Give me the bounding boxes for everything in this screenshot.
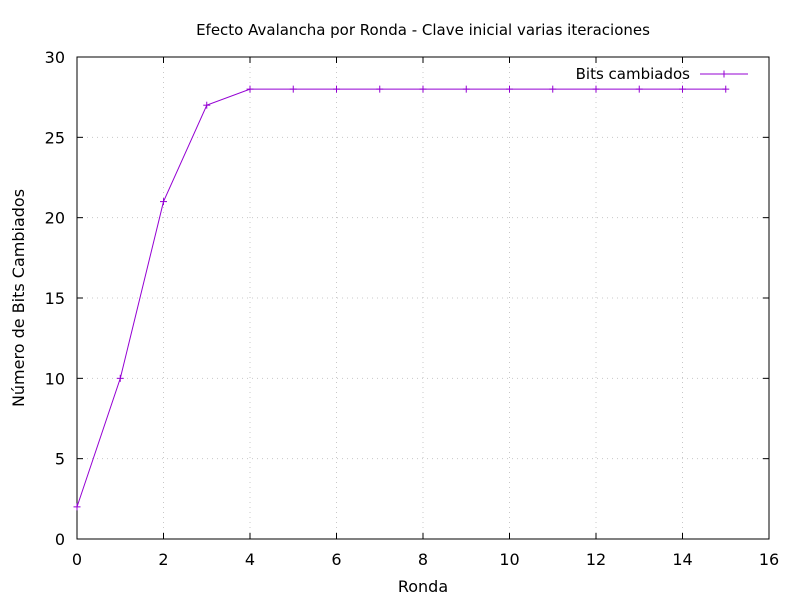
data-point (722, 85, 730, 93)
data-point (333, 85, 340, 93)
data-point (506, 85, 513, 93)
data-point (160, 198, 167, 206)
y-tick-label: 15 (45, 289, 65, 308)
data-point (679, 85, 686, 93)
x-tick-label: 12 (586, 550, 606, 569)
series-line (76, 88, 726, 508)
y-tick-label: 5 (55, 450, 65, 469)
axis-ticks (76, 56, 770, 540)
x-axis-label: Ronda (398, 577, 448, 596)
data-point (116, 374, 124, 382)
x-tick-label: 6 (331, 550, 341, 569)
y-axis-label: Número de Bits Cambiados (9, 189, 28, 407)
legend-marker (720, 70, 728, 78)
grid (77, 57, 769, 539)
x-tick-label: 2 (158, 550, 168, 569)
data-point (246, 85, 254, 93)
y-tick-label: 20 (45, 209, 65, 228)
x-tick-label: 16 (759, 550, 779, 569)
data-point (592, 85, 600, 93)
data-point (73, 503, 81, 511)
chart-title: Efecto Avalancha por Ronda - Clave inici… (196, 21, 650, 39)
data-point (376, 85, 384, 93)
series-layer (73, 85, 730, 511)
data-point (203, 101, 211, 109)
legend-label: Bits cambiados (576, 65, 691, 83)
data-point (289, 85, 297, 93)
x-tick-label: 0 (72, 550, 82, 569)
y-tick-label: 10 (45, 369, 65, 388)
y-tick-label: 30 (45, 48, 65, 67)
data-point (549, 85, 557, 93)
x-tick-label: 4 (245, 550, 255, 569)
x-tick-label: 14 (672, 550, 692, 569)
x-tick-label: 10 (499, 550, 519, 569)
legend: Bits cambiados (576, 65, 748, 83)
data-point (419, 85, 427, 93)
data-point (462, 85, 470, 93)
tick-labels: 0 2 4 6 8 10 12 14 16 0 5 10 15 20 25 30 (45, 48, 780, 569)
y-tick-label: 25 (45, 128, 65, 147)
data-point (635, 85, 643, 93)
y-tick-label: 0 (55, 530, 65, 549)
x-tick-label: 8 (418, 550, 428, 569)
